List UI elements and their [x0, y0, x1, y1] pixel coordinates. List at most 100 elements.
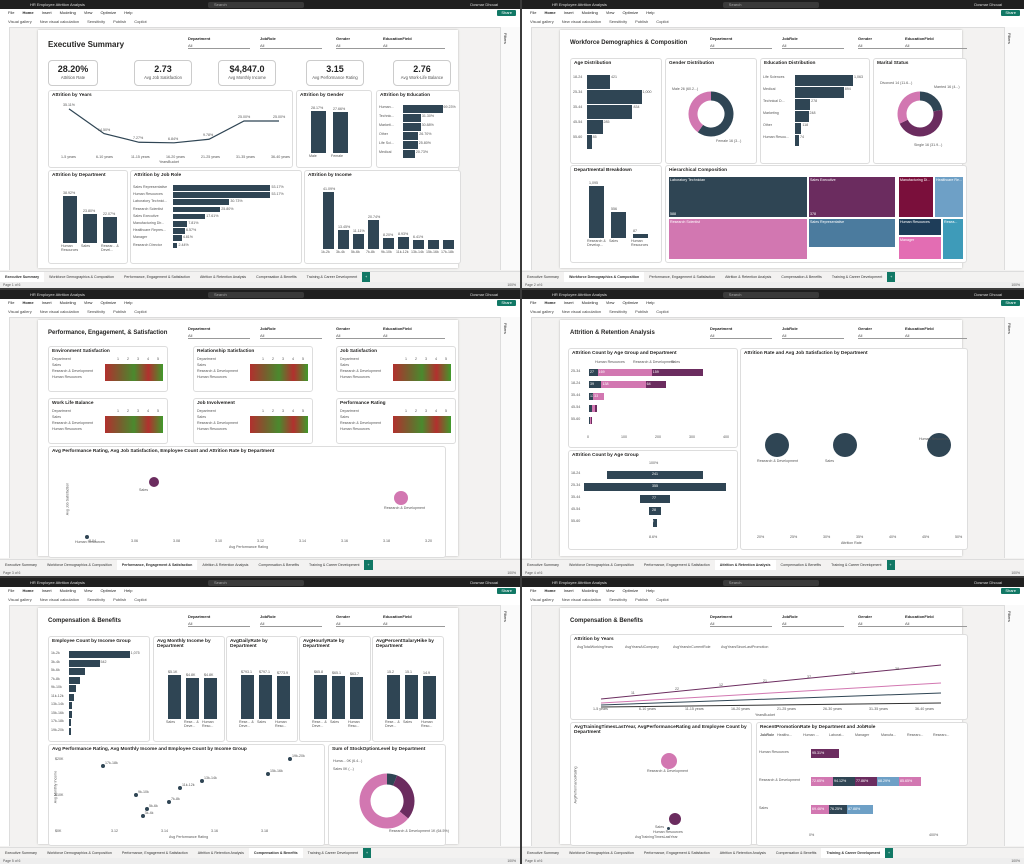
share-button[interactable]: Share: [1001, 588, 1020, 594]
treemap-cell[interactable]: Research Scientist: [668, 218, 808, 260]
menu-item-insert[interactable]: Insert: [563, 588, 574, 593]
slicer-jobrole[interactable]: JobRole All: [782, 36, 844, 49]
menu-item-modeling[interactable]: Modeling: [59, 588, 76, 593]
slicer-value[interactable]: All: [710, 333, 772, 339]
slicer-value[interactable]: All: [710, 43, 772, 49]
share-button[interactable]: Share: [497, 588, 516, 594]
menu-item-view[interactable]: View: [605, 588, 615, 593]
zoom-level[interactable]: 100%: [1011, 859, 1020, 863]
slicer-department[interactable]: Department All: [710, 614, 772, 627]
scatter-point[interactable]: [667, 827, 670, 830]
tab-2[interactable]: Performance, Engagement & Satisfaction: [643, 563, 710, 567]
slicer-value[interactable]: All: [858, 43, 920, 49]
slicer-value[interactable]: All: [858, 621, 920, 627]
tab-4[interactable]: Compensation & Benefits: [780, 563, 822, 567]
scatter-point[interactable]: [149, 477, 159, 487]
treemap-cell[interactable]: Sales Representative: [808, 218, 896, 248]
slicer-value[interactable]: All: [188, 43, 250, 49]
tab-5[interactable]: Training & Career Development: [831, 275, 883, 279]
ribbon-item[interactable]: Visual gallery: [530, 597, 554, 602]
slicer-jobrole[interactable]: JobRole All: [260, 36, 322, 49]
scatter-point[interactable]: [669, 813, 681, 825]
scatter-point[interactable]: [145, 807, 149, 812]
menu-item-file[interactable]: File: [530, 588, 537, 593]
filters-pane[interactable]: Filters: [500, 27, 520, 270]
slicer-educationfield[interactable]: EducationField All: [383, 614, 445, 627]
treemap-cell[interactable]: Resea...: [942, 218, 964, 260]
menu-item-view[interactable]: View: [605, 300, 615, 305]
tab-5[interactable]: Training & Career Development: [831, 563, 882, 567]
ribbon-item[interactable]: Publish: [635, 597, 649, 602]
slicer-value[interactable]: All: [710, 621, 772, 627]
tab-2[interactable]: Performance, Engagement & Satisfaction: [124, 275, 190, 279]
ribbon-item[interactable]: New visual calculation: [39, 597, 80, 602]
slicer-value[interactable]: All: [383, 621, 445, 627]
slicer-gender[interactable]: Gender All: [336, 36, 398, 49]
share-button[interactable]: Share: [497, 300, 516, 306]
filters-pane[interactable]: Filters: [500, 317, 520, 558]
slicer-value[interactable]: All: [782, 621, 844, 627]
slicer-jobrole[interactable]: JobRole All: [782, 614, 844, 627]
tab-4[interactable]: Compensation & Benefits: [256, 275, 297, 279]
add-page-button[interactable]: +: [886, 560, 895, 570]
tab-4[interactable]: Compensation & Benefits: [258, 563, 300, 567]
ribbon-item[interactable]: Sensitivity: [609, 19, 628, 24]
scatter-point[interactable]: [134, 792, 138, 797]
menu-item-optimize[interactable]: Optimize: [622, 588, 639, 593]
treemap-cell[interactable]: Human Resources: [898, 218, 942, 236]
ribbon-item[interactable]: Publish: [113, 309, 127, 314]
tab-1[interactable]: Workforce Demographics & Composition: [46, 563, 112, 567]
treemap-cell[interactable]: Manager: [898, 236, 942, 260]
menu-item-help[interactable]: Help: [646, 588, 655, 593]
ribbon-item[interactable]: Copilot: [134, 597, 147, 602]
zoom-level[interactable]: 100%: [1011, 283, 1020, 287]
ribbon-item[interactable]: Visual gallery: [530, 309, 554, 314]
scatter-point[interactable]: [85, 535, 89, 539]
menu-item-help[interactable]: Help: [124, 588, 133, 593]
ribbon-item[interactable]: Visual gallery: [8, 19, 32, 24]
ribbon-item[interactable]: New visual calculation: [561, 19, 602, 24]
scatter-point[interactable]: [266, 771, 270, 776]
ribbon-item[interactable]: Sensitivity: [609, 309, 628, 314]
scatter-point[interactable]: [101, 764, 105, 769]
menu-item-view[interactable]: View: [83, 10, 93, 15]
menu-item-insert[interactable]: Insert: [41, 588, 52, 593]
scatter-point[interactable]: [661, 753, 677, 769]
ribbon-item[interactable]: New visual calculation: [39, 19, 80, 24]
slicer-educationfield[interactable]: EducationField All: [905, 614, 967, 627]
treemap-cell[interactable]: Laboratory Technician 588: [668, 176, 808, 218]
slicer-jobrole[interactable]: JobRole All: [782, 326, 844, 339]
tab-1[interactable]: Workforce Demographics & Composition: [568, 851, 634, 855]
zoom-level[interactable]: 100%: [507, 571, 516, 575]
share-button[interactable]: Share: [497, 10, 516, 16]
menu-item-optimize[interactable]: Optimize: [100, 300, 117, 305]
tab-5[interactable]: Training & Career Development: [307, 851, 359, 855]
slicer-gender[interactable]: Gender All: [858, 326, 920, 339]
treemap-cell[interactable]: Healthcare Re...: [934, 176, 964, 218]
ribbon-item[interactable]: New visual calculation: [561, 309, 602, 314]
scatter-point[interactable]: [288, 757, 292, 762]
bubble[interactable]: [833, 433, 857, 457]
add-page-button[interactable]: +: [362, 272, 371, 282]
slicer-value[interactable]: All: [782, 43, 844, 49]
menu-item-help[interactable]: Help: [646, 10, 655, 15]
tab-3[interactable]: Attrition & Retention Analysis: [197, 851, 244, 855]
ribbon-item[interactable]: Copilot: [656, 309, 669, 314]
slicer-value[interactable]: All: [188, 333, 250, 339]
tab-2[interactable]: Performance, Engagement & Satisfaction: [121, 851, 188, 855]
slicer-department[interactable]: Department All: [188, 36, 250, 49]
menu-item-insert[interactable]: Insert: [563, 300, 574, 305]
tab-1[interactable]: Workforce Demographics & Composition: [568, 563, 634, 567]
scatter-point[interactable]: [394, 491, 408, 505]
search-box[interactable]: Search: [722, 291, 819, 298]
bubble[interactable]: [927, 433, 951, 457]
ribbon-item[interactable]: Copilot: [134, 19, 147, 24]
menu-item-insert[interactable]: Insert: [563, 10, 574, 15]
ribbon-item[interactable]: Visual gallery: [530, 19, 554, 24]
menu-item-modeling[interactable]: Modeling: [581, 10, 598, 15]
menu-item-insert[interactable]: Insert: [41, 10, 52, 15]
slicer-gender[interactable]: Gender All: [858, 614, 920, 627]
menu-item-modeling[interactable]: Modeling: [581, 588, 598, 593]
slicer-value[interactable]: All: [336, 333, 398, 339]
zoom-level[interactable]: 100%: [1011, 571, 1020, 575]
